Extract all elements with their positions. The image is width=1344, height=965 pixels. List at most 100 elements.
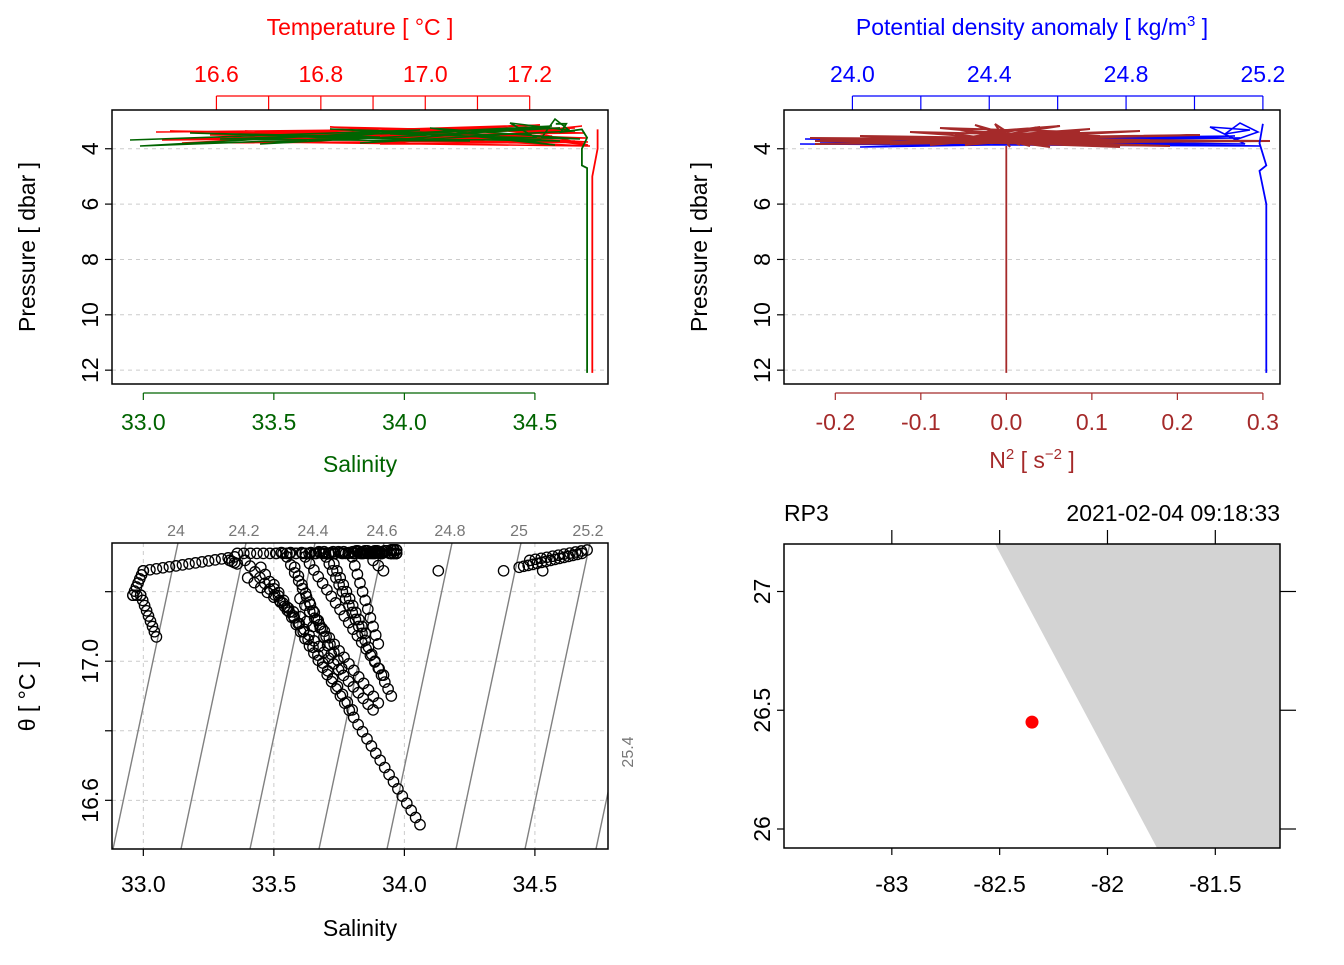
station-marker [1025, 715, 1039, 729]
salinity-axis: 33.0 33.5 34.0 34.5 [121, 849, 557, 897]
ts-point [257, 547, 270, 560]
x-tick-label: 17.0 [403, 61, 448, 87]
ts-point [546, 550, 559, 563]
map-axes: -83 -82.5 -82 -81.5 26 26.5 27 [749, 530, 1296, 897]
ts-point [251, 547, 263, 560]
ts-point [336, 585, 349, 598]
salinity-profile-line [555, 122, 589, 373]
ts-point [342, 616, 355, 629]
ts-point [342, 547, 355, 560]
ts-point [196, 556, 208, 568]
ts-point [575, 545, 588, 557]
ts-point [348, 559, 361, 572]
ts-point [359, 594, 372, 607]
isopycnal-label: 25.2 [572, 523, 603, 540]
density-axis-title: Potential density anomaly [ kg/m3 ] [856, 13, 1208, 40]
ts-point [541, 551, 553, 564]
ts-point [137, 564, 150, 577]
ts-point [517, 560, 530, 573]
ts-point [335, 547, 348, 560]
station-name: RP3 [784, 500, 829, 526]
ts-point [349, 606, 362, 619]
ts-point [359, 634, 372, 647]
y-tick-label: 8 [749, 253, 775, 266]
ts-point [513, 561, 526, 574]
ts-point [372, 546, 385, 559]
ts-point [277, 547, 289, 560]
ts-point [369, 655, 381, 668]
theta-axis-title: θ [ °C ] [14, 661, 40, 732]
y-tick-label: 27 [749, 579, 775, 605]
salinity-axis-title: Salinity [323, 451, 398, 477]
x-tick-label: 17.2 [507, 61, 552, 87]
land-mass [995, 544, 1280, 848]
ts-point [136, 594, 149, 607]
ts-point [364, 611, 377, 624]
ts-point [150, 562, 163, 575]
ts-point [497, 564, 510, 577]
ts-point [356, 585, 369, 598]
ts-point [367, 620, 379, 633]
isopycnal-label: 24.8 [434, 523, 465, 540]
ts-point [369, 629, 382, 641]
temperature-axis-title: Temperature [ °C ] [267, 14, 454, 40]
plot-frame [783, 109, 1281, 385]
n2-noise-trace [809, 123, 1271, 148]
y-tick-label: 4 [749, 142, 775, 155]
density-top-axis: 24.0 24.4 24.8 25.2 [830, 61, 1285, 110]
x-tick-label: 0.2 [1161, 409, 1193, 435]
ts-point [346, 606, 359, 619]
x-tick-label: 33.0 [121, 871, 166, 897]
y-tick-label: 12 [77, 357, 103, 383]
ts-point [330, 571, 342, 584]
x-tick-label: 34.5 [513, 409, 558, 435]
ts-point [348, 547, 361, 560]
isopycnal-line [318, 543, 385, 849]
ts-point [142, 610, 155, 622]
ts-point [316, 577, 329, 590]
ts-point [308, 564, 320, 576]
ts-point [564, 547, 576, 559]
ts-point [296, 547, 309, 560]
ts-point [361, 603, 374, 615]
x-tick-label: 16.6 [194, 61, 239, 87]
y-tick-label: 4 [77, 142, 103, 155]
ts-point [140, 604, 153, 617]
ts-point [372, 697, 385, 709]
ts-point [307, 641, 319, 654]
isopycnal-label: 25.4 [620, 736, 637, 767]
ts-point [148, 625, 161, 638]
isopycnal-line [112, 543, 179, 849]
ts-point [209, 554, 221, 566]
x-tick-label: 24.0 [830, 61, 875, 87]
x-tick-label: 16.8 [298, 61, 343, 87]
ts-point [385, 544, 398, 556]
x-tick-label: 0.3 [1247, 409, 1279, 435]
ts-point [372, 637, 385, 650]
ts-point [176, 559, 189, 571]
y-tick-label: 16.6 [77, 778, 103, 823]
ts-point [343, 599, 355, 612]
x-tick-label: 24.4 [967, 61, 1012, 87]
ts-point [343, 592, 356, 605]
y-tick-label: 10 [749, 302, 775, 328]
ts-point [346, 599, 359, 612]
ts-point [382, 683, 394, 695]
panel-density-n2: Potential density anomaly [ kg/m3 ] 24.0… [686, 13, 1285, 473]
ts-point [377, 564, 390, 577]
ts-point [375, 669, 388, 681]
ts-point [381, 544, 393, 557]
salinity-bottom-axis: 33.0 33.5 34.0 34.5 [121, 392, 558, 435]
ts-point [323, 558, 336, 570]
ts-point [337, 578, 350, 591]
ts-point [138, 599, 151, 612]
ts-point [346, 704, 359, 716]
x-tick-label: 33.0 [121, 409, 166, 435]
temperature-top-axis: 16.6 16.8 17.0 17.2 [194, 61, 552, 110]
panel-salinity-temperature: Temperature [ °C ] 16.6 16.8 17.0 17.2 33.0… [14, 14, 609, 477]
ts-point [144, 563, 156, 576]
ts-point [307, 620, 319, 633]
x-tick-label: -0.1 [901, 409, 941, 435]
ts-point [215, 553, 228, 565]
